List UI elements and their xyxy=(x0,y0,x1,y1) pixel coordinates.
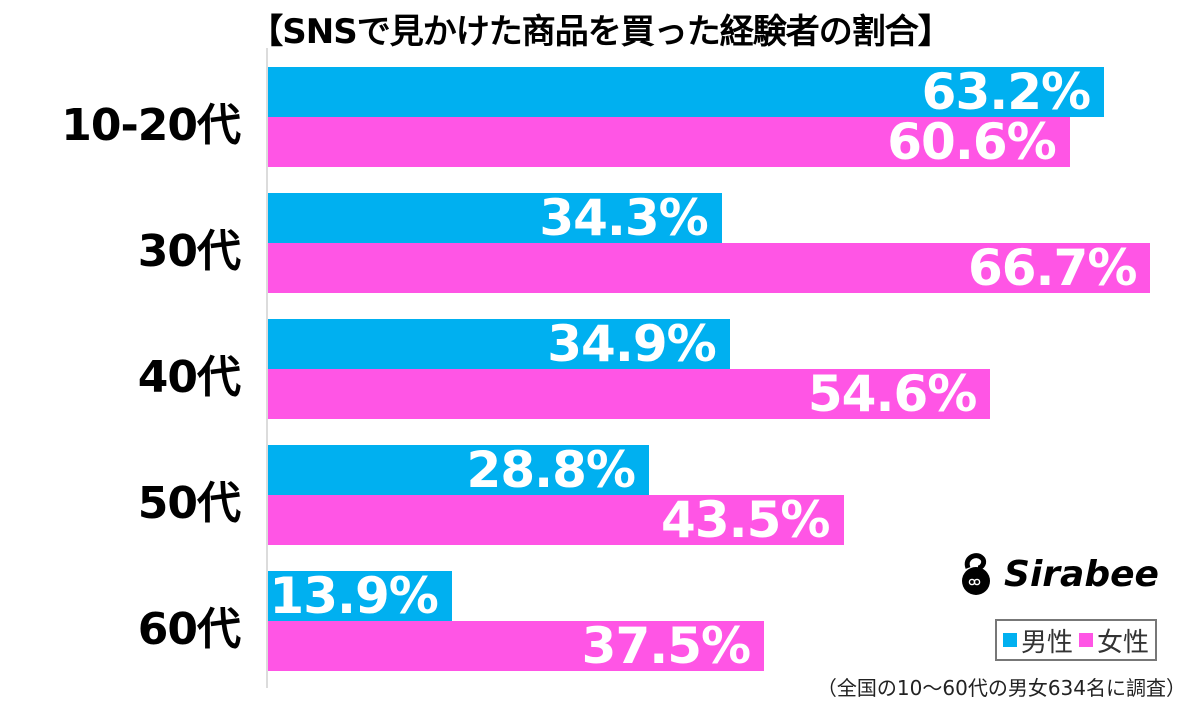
value-label: 37.5% xyxy=(581,617,751,675)
legend-swatch-female xyxy=(1079,633,1093,647)
category-label: 30代 xyxy=(137,226,241,277)
value-label: 66.7% xyxy=(967,239,1137,297)
category-label: 50代 xyxy=(137,478,241,529)
legend-label-female: 女性 xyxy=(1097,627,1150,658)
value-label: 34.9% xyxy=(547,315,716,373)
bar-male: 34.9% xyxy=(268,315,730,373)
bar-female: 37.5% xyxy=(268,617,765,675)
legend: 男性 女性 xyxy=(995,619,1157,661)
value-label: 63.2% xyxy=(921,63,1091,121)
category-label: 10-20代 xyxy=(61,100,241,151)
value-label: 54.6% xyxy=(807,365,977,423)
bar-male: 28.8% xyxy=(268,441,650,499)
bar-female: 66.7% xyxy=(268,239,1151,297)
bar-female: 54.6% xyxy=(268,365,991,423)
bar-female: 60.6% xyxy=(268,113,1070,171)
legend-item-male: 男性 xyxy=(1002,622,1073,659)
bar-male: 13.9% xyxy=(268,567,452,625)
value-label: 43.5% xyxy=(661,491,830,549)
category-label: 60代 xyxy=(137,604,241,655)
sirabee-logo: Sirabee xyxy=(954,543,1159,605)
bar-male: 34.3% xyxy=(268,189,722,247)
legend-swatch-male xyxy=(1002,633,1017,647)
value-label: 34.3% xyxy=(539,189,708,247)
category-axis-line xyxy=(266,48,268,688)
value-label: 13.9% xyxy=(269,567,438,625)
bar-female: 43.5% xyxy=(268,491,844,549)
chart-title: 【SNSで見かけた商品を買った経験者の割合】 xyxy=(249,12,951,52)
bar-male: 63.2% xyxy=(268,63,1105,121)
legend-item-female: 女性 xyxy=(1079,622,1149,659)
logo-text: Sirabee xyxy=(1004,553,1159,595)
value-label: 60.6% xyxy=(887,113,1056,171)
category-label: 40代 xyxy=(137,352,241,403)
legend-label-male: 男性 xyxy=(1020,627,1073,658)
survey-note: （全国の10〜60代の男女634名に調査） xyxy=(816,676,1186,700)
value-label: 28.8% xyxy=(466,441,636,499)
sirabee-mascot-icon xyxy=(962,553,991,595)
